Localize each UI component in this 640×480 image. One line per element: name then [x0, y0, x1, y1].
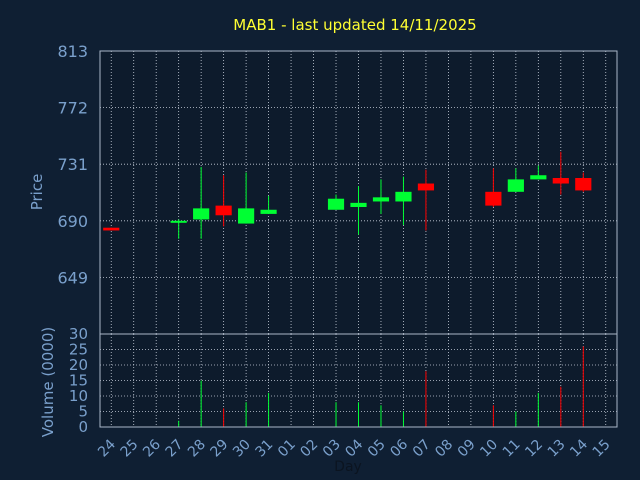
candle-body: [193, 208, 210, 220]
candle-body: [507, 179, 524, 192]
volume-axis-label: Volume (0000): [39, 327, 57, 437]
price-tick-label: 731: [57, 155, 88, 174]
volume-tick-label: 0: [78, 418, 88, 436]
candle-body: [238, 208, 255, 224]
price-axis-label: Price: [28, 174, 46, 211]
candle-body: [395, 191, 412, 202]
candle-body: [350, 202, 367, 207]
price-tick-label: 813: [57, 42, 88, 61]
candle-body: [170, 220, 187, 223]
day-tick-labels: 2425262728293031010203040506070809101112…: [95, 436, 613, 460]
price-tick-label: 772: [57, 99, 88, 118]
volume-tick-label: 5: [78, 403, 88, 421]
volume-tick-label: 15: [69, 372, 88, 390]
volume-tick-label: 30: [69, 325, 88, 343]
grid-lines: [100, 51, 617, 427]
volume-tick-label: 20: [69, 356, 88, 374]
candle-body: [417, 183, 435, 191]
candle-body: [575, 178, 592, 191]
candle-body: [327, 198, 345, 210]
candles: [103, 151, 592, 239]
candle-body: [530, 175, 547, 180]
candle-body: [485, 191, 502, 206]
volume-tick-label: 25: [69, 341, 88, 359]
candle-body: [260, 209, 277, 214]
candle-body: [215, 205, 232, 216]
price-tick-label: 649: [57, 268, 88, 287]
volume-tick-label: 10: [69, 387, 88, 405]
candle-body: [103, 227, 120, 231]
volume-panel-frame: [99, 333, 618, 428]
candle-body: [552, 178, 569, 184]
chart-title: MAB1 - last updated 14/11/2025: [233, 16, 476, 34]
volume-bars: [178, 346, 584, 427]
price-tick-label: 690: [57, 212, 88, 231]
candle-body: [372, 197, 390, 202]
day-axis-label: Day: [334, 459, 362, 475]
price-tick-labels: 813 772 731 690 649: [57, 42, 88, 287]
